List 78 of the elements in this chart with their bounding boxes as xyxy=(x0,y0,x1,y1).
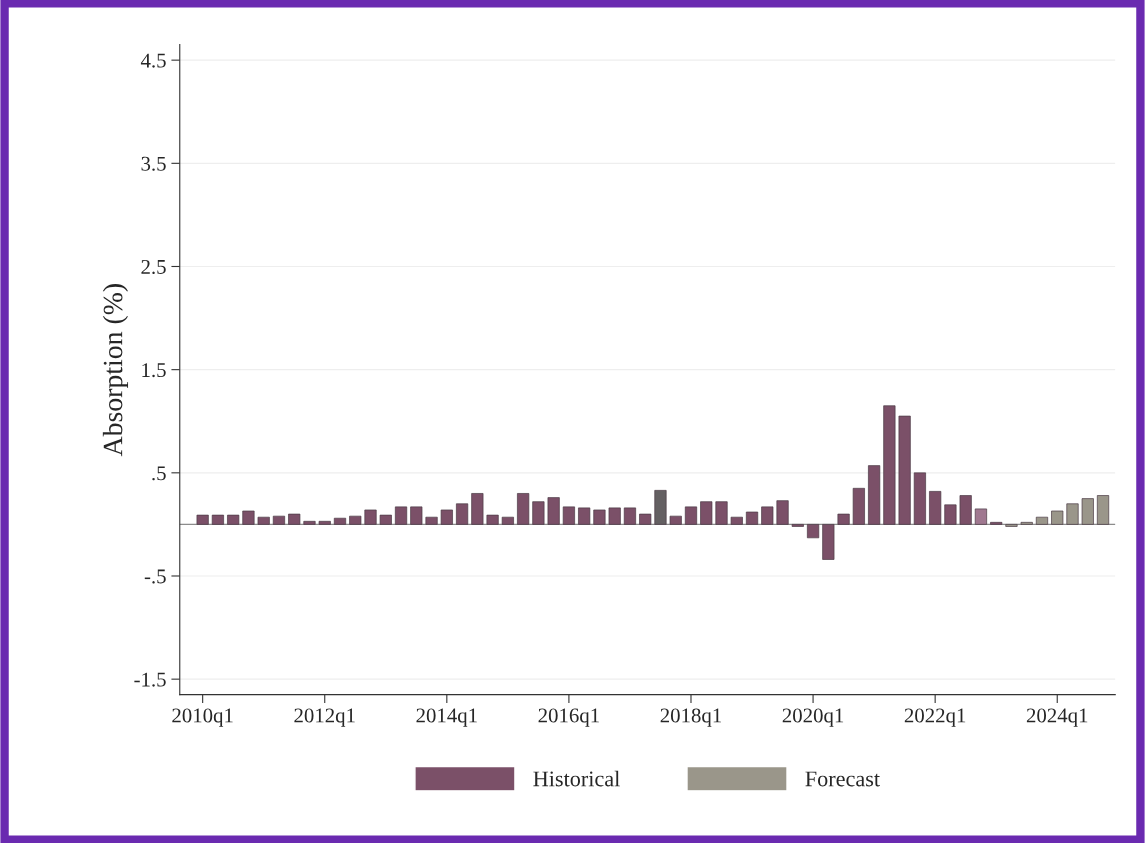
bar xyxy=(791,524,804,527)
legend-label: Forecast xyxy=(805,771,880,787)
bar xyxy=(837,513,850,525)
bar xyxy=(913,472,926,525)
bar xyxy=(425,516,438,525)
bar xyxy=(715,501,728,525)
bar xyxy=(288,513,301,525)
bar xyxy=(730,516,743,525)
x-tick-label: 2012q1 xyxy=(294,708,355,727)
bar xyxy=(196,514,209,525)
y-tick-label: 2.5 xyxy=(141,259,166,275)
y-tick-label: 4.5 xyxy=(140,53,166,68)
bar xyxy=(745,511,759,525)
bar xyxy=(700,501,713,525)
bar xyxy=(394,506,408,525)
bar xyxy=(517,493,530,525)
bar xyxy=(669,515,682,525)
bar xyxy=(1035,516,1049,525)
bar xyxy=(1051,510,1064,525)
bar xyxy=(684,506,698,525)
bar xyxy=(868,465,881,525)
bar xyxy=(578,507,591,525)
bar xyxy=(349,515,362,525)
x-tick-label: 2024q1 xyxy=(1026,708,1088,727)
bar xyxy=(990,521,1003,525)
bar xyxy=(440,509,453,525)
bar xyxy=(471,493,484,525)
legend-label: Historical xyxy=(533,770,620,787)
bar xyxy=(532,501,545,525)
bar xyxy=(456,503,469,525)
bar xyxy=(944,504,957,525)
y-axis-title: Absorption (%) xyxy=(102,284,129,457)
y-tick-label: 1.5 xyxy=(142,363,166,378)
x-tick-label: 2018q1 xyxy=(660,708,721,727)
bar xyxy=(410,506,423,525)
x-tick-label: 2016q1 xyxy=(538,708,599,727)
bar xyxy=(364,509,377,525)
bar xyxy=(379,514,392,525)
bar xyxy=(303,520,316,525)
bar xyxy=(639,513,652,525)
x-tick-label: 2022q1 xyxy=(904,708,966,727)
bar xyxy=(898,415,911,525)
y-tick-label: .5 xyxy=(152,466,166,481)
bar xyxy=(227,514,240,525)
y-tick-label: -1.5 xyxy=(134,672,166,687)
bar xyxy=(547,497,560,525)
x-tick-label: 2014q1 xyxy=(416,708,477,727)
bar xyxy=(608,507,621,525)
bar xyxy=(562,506,575,525)
bar xyxy=(959,495,972,525)
bar xyxy=(1005,524,1018,527)
bar xyxy=(333,517,347,525)
bar xyxy=(883,405,896,525)
bar xyxy=(974,508,988,525)
x-tick-label: 2020q1 xyxy=(782,708,844,727)
bar xyxy=(242,510,255,525)
bar xyxy=(1066,503,1079,525)
bar xyxy=(272,515,286,525)
bar xyxy=(1081,498,1094,525)
bar xyxy=(593,509,606,525)
bar xyxy=(211,514,224,525)
bar xyxy=(929,491,942,525)
bar xyxy=(1020,521,1033,525)
y-tick-label: -.5 xyxy=(144,569,166,584)
bar xyxy=(807,524,820,539)
y-tick-label: 3.5 xyxy=(141,156,166,171)
bar xyxy=(623,507,637,525)
bar xyxy=(501,516,514,525)
x-tick-label: 2010q1 xyxy=(172,708,233,727)
bar xyxy=(654,490,667,525)
bar xyxy=(318,520,331,525)
bar xyxy=(486,514,499,525)
bar xyxy=(776,500,789,525)
bar xyxy=(761,506,774,525)
bar xyxy=(1096,495,1110,525)
bar xyxy=(822,524,835,560)
bar xyxy=(257,516,270,525)
bar xyxy=(852,487,865,525)
